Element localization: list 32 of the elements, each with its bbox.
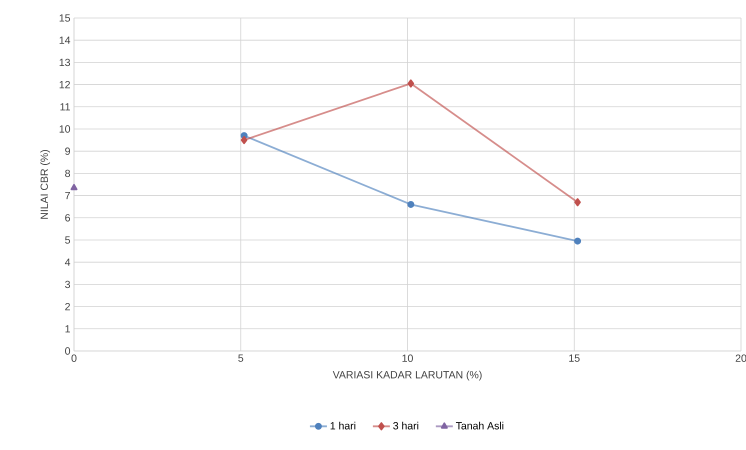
y-tick-label: 3 [65, 280, 70, 288]
x-tick-label: 20 [736, 354, 746, 362]
x-axis-title: VARIASI KADAR LARUTAN (%) [332, 370, 482, 381]
x-tick-label: 15 [569, 354, 580, 362]
y-tick-label: 15 [60, 14, 70, 22]
point [70, 184, 78, 190]
y-tick-label: 9 [65, 147, 70, 155]
legend-label: 3 hari [393, 422, 418, 430]
point [408, 79, 414, 88]
point [240, 136, 248, 144]
y-tick-label: 2 [65, 302, 70, 310]
legend-label: Tanah Asli [456, 422, 504, 430]
y-tick-label: 13 [60, 58, 70, 66]
y-axis-title: NILAI CBR (%) [40, 150, 50, 219]
y-tick-label: 10 [60, 125, 70, 133]
y-tick-label: 12 [60, 80, 70, 88]
x-tick-label: 10 [402, 354, 413, 362]
x-tick-label: 5 [238, 354, 244, 362]
y-tick-label: 0 [65, 347, 70, 355]
y-tick-label: 7 [65, 192, 70, 200]
y-tick-label: 11 [60, 103, 70, 110]
point [407, 200, 414, 208]
y-tick-label: 5 [65, 236, 70, 244]
y-tick-label: 4 [64, 258, 70, 266]
y-tick-label: 6 [65, 214, 70, 222]
point [574, 238, 582, 245]
y-tick-label: 14 [60, 36, 70, 44]
y-tick-label: 1 [65, 325, 70, 332]
y-tick-label: 8 [65, 170, 70, 178]
legend-label: 1 hari [330, 422, 356, 430]
point [574, 198, 581, 206]
x-tick-label: 0 [72, 354, 77, 362]
